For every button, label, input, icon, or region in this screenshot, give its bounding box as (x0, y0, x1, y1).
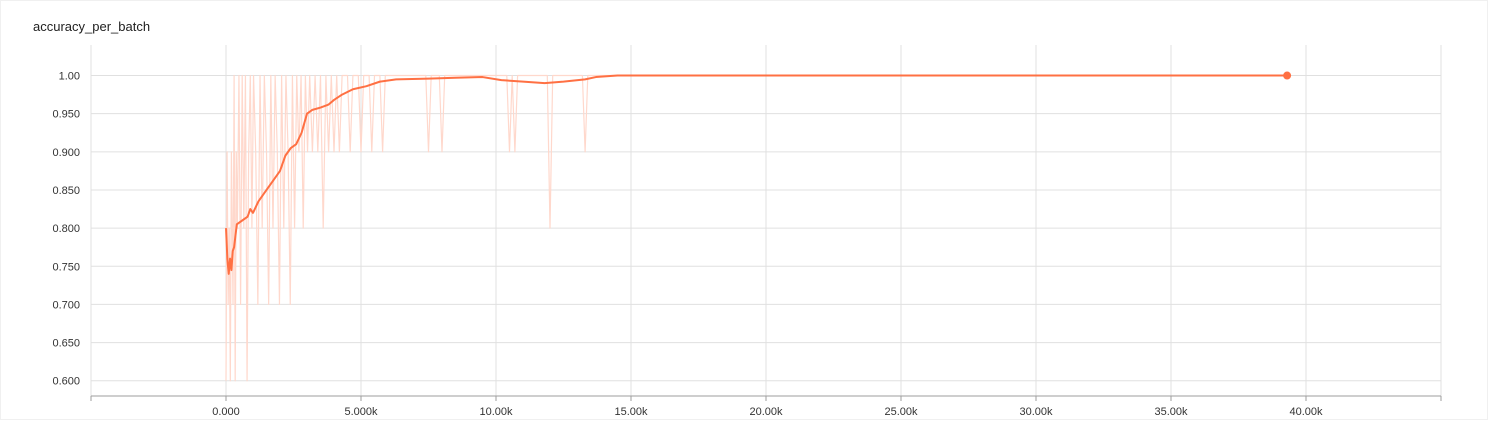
x-tick-label: 0.000 (212, 406, 240, 418)
y-tick-label: 0.700 (52, 299, 80, 311)
x-tick-label: 10.00k (479, 406, 513, 418)
y-tick-label: 0.900 (52, 147, 80, 159)
x-tick-label: 5.000k (344, 406, 378, 418)
y-tick-label: 0.600 (52, 376, 80, 388)
y-tick-label: 0.650 (52, 338, 80, 350)
chart-title: accuracy_per_batch (33, 19, 151, 34)
x-tick-label: 25.00k (884, 406, 918, 418)
last-point-marker[interactable] (1283, 71, 1292, 80)
y-tick-label: 0.750 (52, 261, 80, 273)
smoothed-series-line (225, 74, 1288, 275)
x-tick-label: 30.00k (1019, 406, 1053, 418)
y-tick-label: 1.00 (59, 71, 80, 83)
y-tick-label: 0.950 (52, 109, 80, 121)
y-tick-label: 0.800 (52, 223, 80, 235)
y-tick-label: 0.850 (52, 185, 80, 197)
x-tick-label: 40.00k (1289, 406, 1323, 418)
x-tick-label: 35.00k (1154, 406, 1188, 418)
x-tick-label: 15.00k (614, 406, 648, 418)
x-tick-label: 20.00k (749, 406, 783, 418)
raw-series-line (225, 74, 1288, 382)
